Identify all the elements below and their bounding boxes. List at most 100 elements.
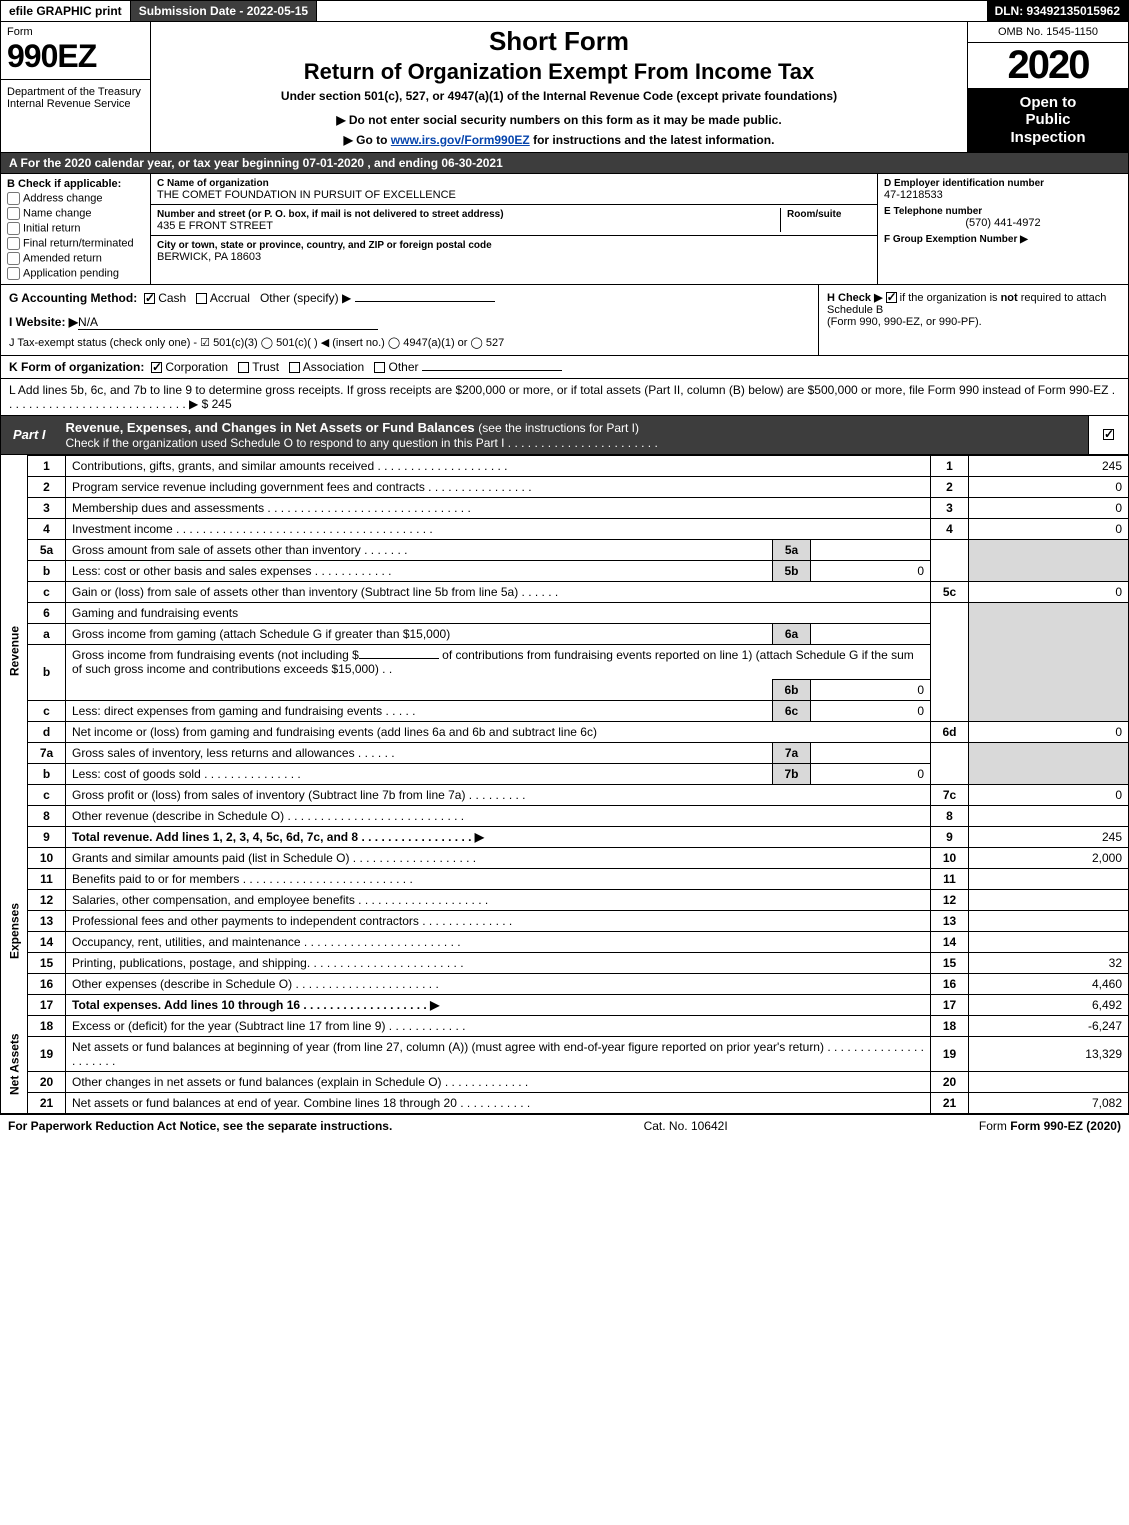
line-10: Expenses 10Grants and similar amounts pa… xyxy=(1,847,1129,868)
return-title: Return of Organization Exempt From Incom… xyxy=(161,59,957,85)
org-city-row: City or town, state or province, country… xyxy=(151,236,877,266)
cash-label: Cash xyxy=(158,291,186,305)
pra-notice: For Paperwork Reduction Act Notice, see … xyxy=(8,1119,392,1133)
opt-trust: Trust xyxy=(252,360,279,374)
chk-address-change[interactable]: Address change xyxy=(7,192,144,205)
irs-link[interactable]: www.irs.gov/Form990EZ xyxy=(391,133,530,147)
chk-association[interactable] xyxy=(289,362,300,373)
line-l-text: L Add lines 5b, 6c, and 7b to line 9 to … xyxy=(9,383,1115,411)
line-7a: 7aGross sales of inventory, less returns… xyxy=(1,742,1129,763)
efile-print-button[interactable]: efile GRAPHIC print xyxy=(1,1,131,21)
row-g: G Accounting Method: Cash Accrual Other … xyxy=(1,285,818,355)
chk-application-pending[interactable]: Application pending xyxy=(7,267,144,280)
chk-other-org[interactable] xyxy=(374,362,385,373)
ein-value: 47-1218533 xyxy=(884,189,943,201)
box-c: C Name of organization THE COMET FOUNDAT… xyxy=(151,174,878,284)
org-name-value: THE COMET FOUNDATION IN PURSUIT OF EXCEL… xyxy=(157,189,456,201)
part1-title: Revenue, Expenses, and Changes in Net As… xyxy=(58,416,1088,454)
h-text1: if the organization is xyxy=(900,292,1001,304)
inspect-line3: Inspection xyxy=(1010,129,1085,146)
chk-schedule-b-not-required[interactable] xyxy=(886,292,897,303)
other-specify-input[interactable] xyxy=(355,301,495,302)
chk-final-return[interactable]: Final return/terminated xyxy=(7,237,144,250)
fundraising-contrib-input[interactable] xyxy=(359,658,439,659)
box-def: D Employer identification number 47-1218… xyxy=(878,174,1128,284)
row-h: H Check ▶ if the organization is not req… xyxy=(818,285,1128,355)
box-b-label: B Check if applicable: xyxy=(7,178,144,190)
chk-cash[interactable] xyxy=(144,293,155,304)
header-left: Form 990EZ Department of the Treasury In… xyxy=(1,22,151,152)
org-address-row: Number and street (or P. O. box, if mail… xyxy=(151,205,877,236)
addr-label: Number and street (or P. O. box, if mail… xyxy=(157,209,504,220)
under-section-text: Under section 501(c), 527, or 4947(a)(1)… xyxy=(161,89,957,103)
line-18: Net Assets 18Excess or (deficit) for the… xyxy=(1,1015,1129,1036)
top-bar: efile GRAPHIC print Submission Date - 20… xyxy=(0,0,1129,22)
row-l: L Add lines 5b, 6c, and 7b to line 9 to … xyxy=(0,379,1129,416)
line-19: 19Net assets or fund balances at beginni… xyxy=(1,1036,1129,1071)
line-21: 21Net assets or fund balances at end of … xyxy=(1,1092,1129,1113)
line-20: 20Other changes in net assets or fund ba… xyxy=(1,1071,1129,1092)
omb-number: OMB No. 1545-1150 xyxy=(968,22,1128,43)
line-2: 2Program service revenue including gover… xyxy=(1,476,1129,497)
part1-tag: Part I xyxy=(1,416,58,454)
row-i: I Website: ▶N/A xyxy=(9,315,810,330)
website-value: N/A xyxy=(78,315,378,330)
part1-header: Part I Revenue, Expenses, and Changes in… xyxy=(0,416,1129,455)
line-17: 17Total expenses. Add lines 10 through 1… xyxy=(1,994,1129,1015)
dept-treasury: Department of the Treasury xyxy=(7,86,141,98)
row-j: J Tax-exempt status (check only one) - ☑… xyxy=(9,336,810,349)
tax-year: 2020 xyxy=(968,43,1128,88)
dept-irs: Internal Revenue Service xyxy=(7,98,131,110)
line-9: 9Total revenue. Add lines 1, 2, 3, 4, 5c… xyxy=(1,826,1129,847)
h-text3: (Form 990, 990-EZ, or 990-PF). xyxy=(827,316,982,328)
ein-label: D Employer identification number xyxy=(884,178,1044,189)
row-gh: G Accounting Method: Cash Accrual Other … xyxy=(0,285,1129,356)
opt-corporation: Corporation xyxy=(165,360,228,374)
accrual-label: Accrual xyxy=(210,291,250,305)
other-org-input[interactable] xyxy=(422,370,562,371)
line-l-amount: 245 xyxy=(212,397,232,411)
goto-suffix: for instructions and the latest informat… xyxy=(530,133,775,147)
tel-label: E Telephone number xyxy=(884,206,982,217)
line-5c: cGain or (loss) from sale of assets othe… xyxy=(1,581,1129,602)
period-line-a: A For the 2020 calendar year, or tax yea… xyxy=(0,153,1129,174)
expenses-side-label: Expenses xyxy=(1,847,28,1015)
department-label: Department of the Treasury Internal Reve… xyxy=(1,79,150,116)
revenue-side-label: Revenue xyxy=(1,455,28,847)
city-value: BERWICK, PA 18603 xyxy=(157,251,261,263)
part1-schedule-o-checkbox[interactable] xyxy=(1088,416,1128,454)
chk-accrual[interactable] xyxy=(196,293,207,304)
form-number: 990EZ xyxy=(1,38,150,79)
goto-line: ▶ Go to www.irs.gov/Form990EZ for instru… xyxy=(161,133,957,147)
submission-date: Submission Date - 2022-05-15 xyxy=(131,1,317,21)
line-6: 6Gaming and fundraising events xyxy=(1,602,1129,623)
accounting-method-label: G Accounting Method: xyxy=(9,291,137,305)
tel-row: E Telephone number (570) 441-4972 xyxy=(884,205,1122,229)
chk-name-change[interactable]: Name change xyxy=(7,207,144,220)
form-ref: Form Form 990-EZ (2020) xyxy=(979,1119,1121,1133)
line-1: Revenue 1 Contributions, gifts, grants, … xyxy=(1,455,1129,476)
header-center: Short Form Return of Organization Exempt… xyxy=(151,22,968,152)
tel-value: (570) 441-4972 xyxy=(884,217,1122,229)
chk-trust[interactable] xyxy=(238,362,249,373)
line-4: 4Investment income . . . . . . . . . . .… xyxy=(1,518,1129,539)
addr-value: 435 E FRONT STREET xyxy=(157,220,273,232)
line-12: 12Salaries, other compensation, and empl… xyxy=(1,889,1129,910)
line-3: 3Membership dues and assessments . . . .… xyxy=(1,497,1129,518)
row-k: K Form of organization: Corporation Trus… xyxy=(0,356,1129,379)
part1-schedule-o-text: Check if the organization used Schedule … xyxy=(66,436,658,450)
line-13: 13Professional fees and other payments t… xyxy=(1,910,1129,931)
box-b: B Check if applicable: Address change Na… xyxy=(1,174,151,284)
form-header: Form 990EZ Department of the Treasury In… xyxy=(0,22,1129,153)
line-16: 16Other expenses (describe in Schedule O… xyxy=(1,973,1129,994)
chk-corporation[interactable] xyxy=(151,362,162,373)
part1-lines-table: Revenue 1 Contributions, gifts, grants, … xyxy=(0,455,1129,1114)
chk-initial-return[interactable]: Initial return xyxy=(7,222,144,235)
city-label: City or town, state or province, country… xyxy=(157,240,492,251)
form-of-org-label: K Form of organization: xyxy=(9,360,144,374)
public-inspection-badge: Open to Public Inspection xyxy=(968,88,1128,152)
entity-block: B Check if applicable: Address change Na… xyxy=(0,174,1129,285)
line-8: 8Other revenue (describe in Schedule O) … xyxy=(1,805,1129,826)
opt-other: Other xyxy=(389,360,419,374)
chk-amended-return[interactable]: Amended return xyxy=(7,252,144,265)
